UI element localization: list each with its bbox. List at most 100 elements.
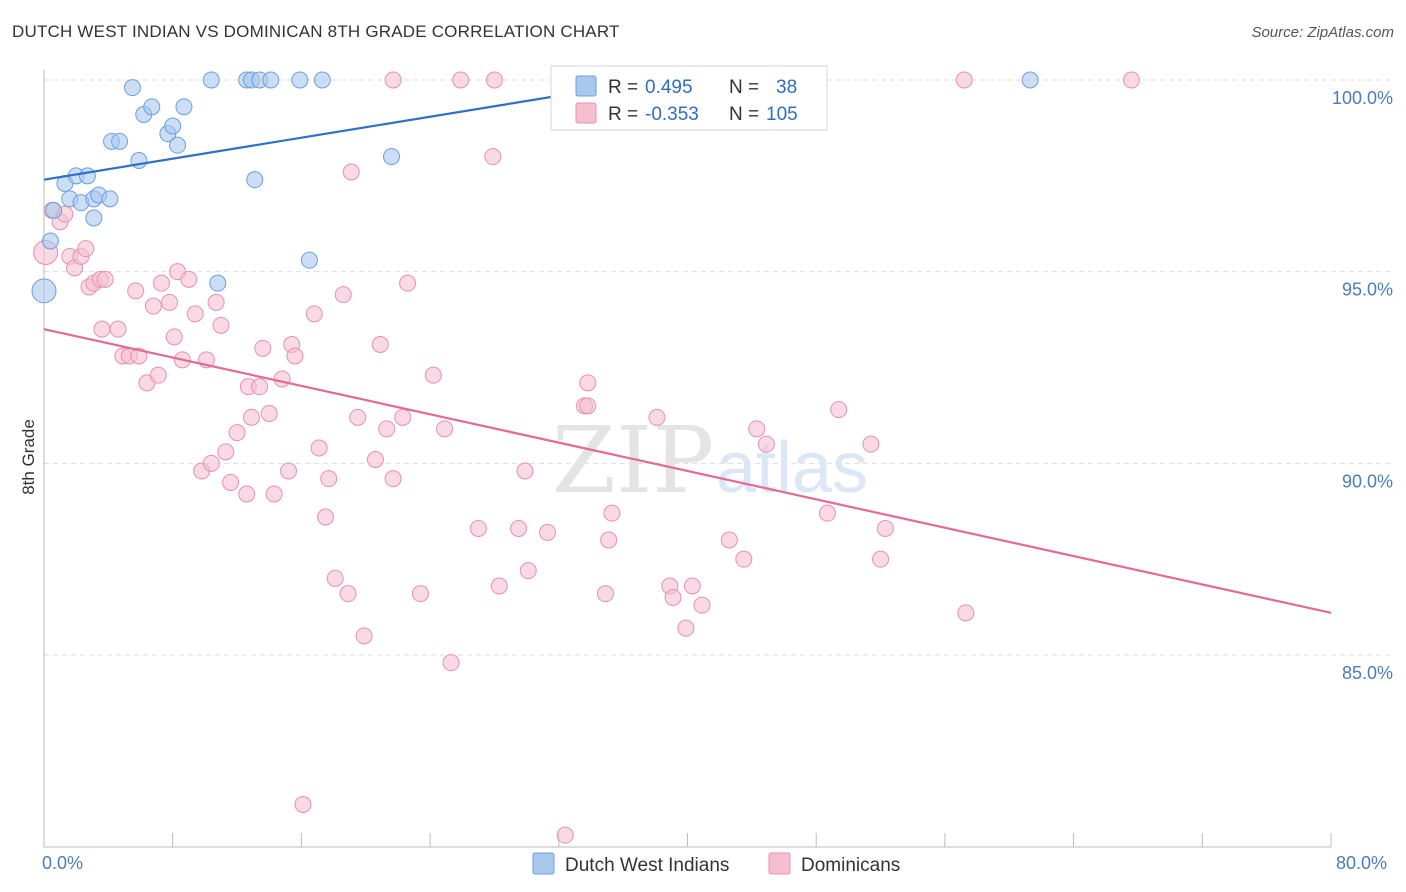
dominican-point <box>452 71 470 89</box>
series-legend-label-blue: Dutch West Indians <box>565 855 729 876</box>
source-credit: Source: ZipAtlas.com <box>1251 24 1394 41</box>
dutch-west-indian-point <box>123 79 141 97</box>
dutch-west-indian-point <box>45 201 63 219</box>
legend-swatch-pink <box>575 102 597 124</box>
legend-r-value-blue: 0.495 <box>645 77 693 98</box>
stats-legend-box <box>550 65 828 131</box>
dominican-point <box>556 826 574 844</box>
trend-lines <box>43 78 1332 614</box>
dominican-point <box>238 485 256 503</box>
dutch-west-indian-point <box>291 71 309 89</box>
dominican-point <box>648 408 666 426</box>
dominican-point <box>384 71 402 89</box>
dominican-point <box>366 451 384 468</box>
dutch-west-indian-point <box>382 148 400 166</box>
dominican-point <box>600 531 618 549</box>
legend-r-label-pink: R = <box>608 104 638 125</box>
dominican-point <box>677 619 695 637</box>
series-legend: Dutch West Indians Dominicans <box>532 852 900 876</box>
dutch-west-indian-point <box>1021 71 1039 89</box>
dominican-point <box>720 531 738 549</box>
dominican-point <box>469 520 487 537</box>
dominican-point <box>96 270 114 288</box>
dominican-point <box>254 339 272 357</box>
dutch-west-indian-point <box>41 232 59 250</box>
dominican-point <box>818 504 836 522</box>
dominican-point <box>355 627 373 645</box>
dutch-west-indian-point <box>164 117 182 135</box>
dutch-west-indian-point <box>31 278 57 304</box>
dominican-point <box>1123 71 1141 89</box>
series-legend-swatch-blue <box>532 852 555 875</box>
watermark-zip: ZIP <box>552 407 714 514</box>
x-ticks <box>43 833 1332 847</box>
dutch-west-indian-point <box>101 190 119 208</box>
dominican-point <box>317 508 335 526</box>
dominican-point <box>180 270 198 288</box>
dutch-west-indian-point <box>262 71 280 89</box>
dutch-west-indian-point <box>143 98 161 116</box>
dutch-west-indian-point <box>175 98 193 116</box>
x-tick-label-min: 0.0% <box>42 853 83 873</box>
legend-n-label-pink: N = <box>729 104 759 125</box>
dominican-point <box>596 585 614 603</box>
dominican-point <box>342 163 360 181</box>
dominican-point <box>334 286 352 304</box>
dutch-west-indian-point <box>111 132 129 150</box>
dominican-point <box>207 293 225 311</box>
dominican-point <box>212 316 230 334</box>
dominican-point <box>217 443 235 461</box>
dutch-west-indian-point <box>246 171 264 189</box>
dominican-point <box>243 408 261 426</box>
dominican-point <box>144 297 162 315</box>
dominican-point <box>957 604 975 622</box>
dominican-point <box>149 366 167 384</box>
dutch-west-indian-point <box>313 71 331 89</box>
dutch-west-indian-point <box>209 274 227 292</box>
series-legend-label-pink: Dominicans <box>801 855 900 876</box>
dominican-point <box>394 408 412 426</box>
dominican-point <box>260 405 278 422</box>
x-tick-label-max: 80.0% <box>1336 853 1387 873</box>
dominican-point <box>490 577 508 595</box>
dominican-point <box>876 520 894 537</box>
dominican-point <box>310 439 328 457</box>
dominican-point <box>286 347 304 365</box>
dutch-west-indian-point <box>169 136 187 154</box>
dominican-point <box>519 562 537 580</box>
dominican-point <box>757 435 775 453</box>
dominican-point <box>77 240 95 258</box>
dominican-point <box>411 585 429 603</box>
dominican-point <box>399 274 417 292</box>
dutch-west-indian-point <box>85 209 103 227</box>
dominican-point <box>484 148 502 166</box>
y-tick-label: 100.0% <box>1332 88 1393 108</box>
dominican-point <box>305 305 323 323</box>
y-tick-label: 90.0% <box>1342 471 1393 491</box>
series-legend-swatch-pink <box>768 852 791 875</box>
dutch-west-indian-point <box>202 71 220 89</box>
dominican-point <box>664 589 682 606</box>
dominican-point <box>384 470 402 488</box>
dominican-point <box>186 305 204 323</box>
y-tick-label: 85.0% <box>1342 663 1393 683</box>
dominican-point <box>485 71 503 89</box>
dominican-point <box>109 320 127 338</box>
dominican-point <box>424 366 442 384</box>
dominican-point <box>265 485 283 503</box>
dominican-point <box>748 420 766 438</box>
dominican-point <box>683 577 701 595</box>
dominican-point <box>160 293 178 311</box>
dominican-point <box>516 462 534 480</box>
dominican-point <box>228 424 246 442</box>
dominican-point <box>280 462 298 480</box>
gridlines <box>44 79 1391 656</box>
legend-r-value-pink: -0.353 <box>645 104 699 125</box>
dominican-point <box>510 520 528 537</box>
legend-n-label-blue: N = <box>729 77 759 98</box>
dominican-point <box>830 401 848 419</box>
dominican-point <box>202 454 220 472</box>
chart-title: DUTCH WEST INDIAN VS DOMINICAN 8TH GRADE… <box>12 22 620 41</box>
dominican-point <box>378 420 396 438</box>
